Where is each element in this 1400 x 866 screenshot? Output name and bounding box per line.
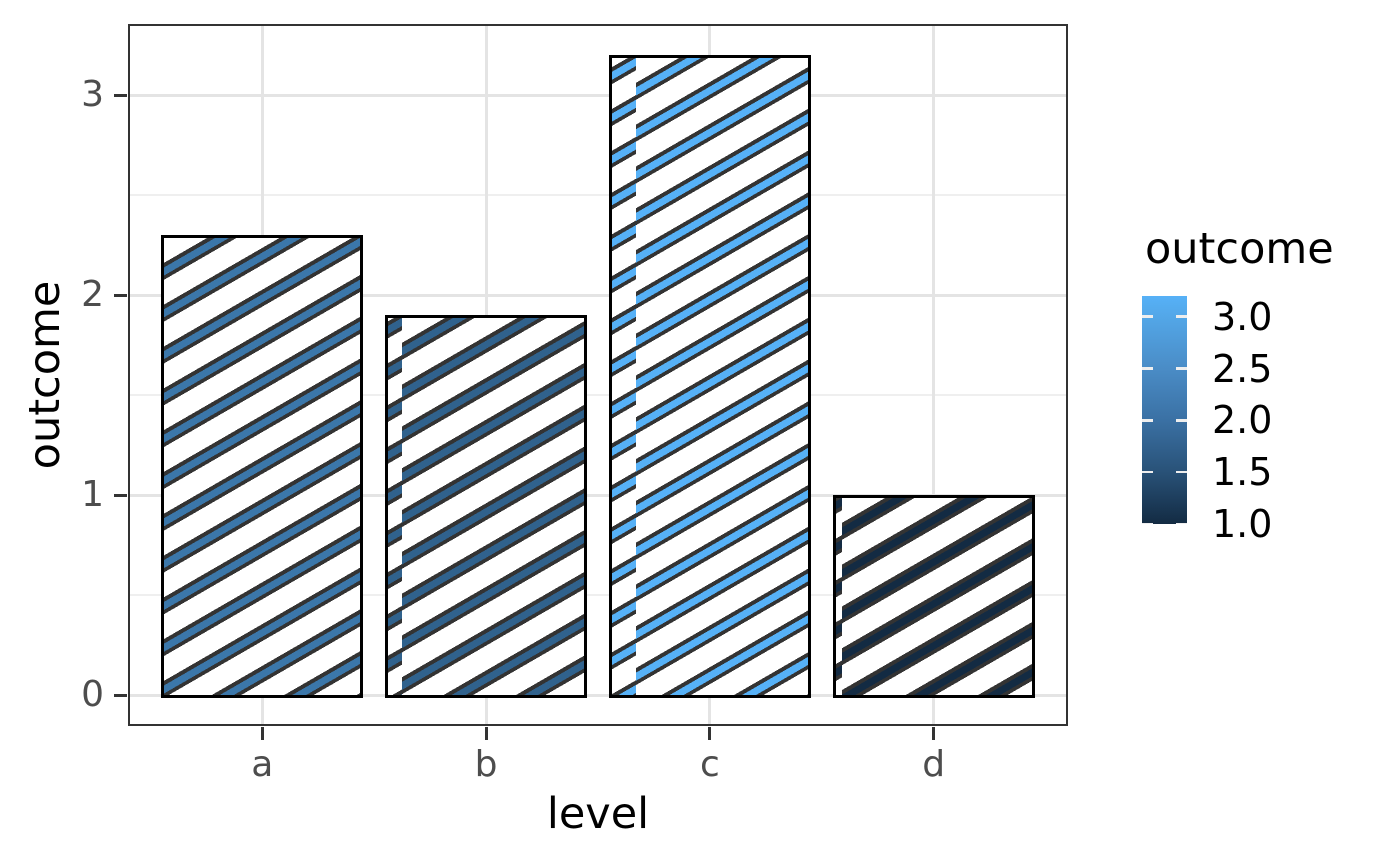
legend-tick-label: 3.0 xyxy=(1212,294,1273,339)
x-tick-mark xyxy=(260,727,264,740)
bar-b xyxy=(385,315,588,698)
colorbar-tick-right xyxy=(1176,522,1187,524)
x-tick-label: a xyxy=(251,744,274,785)
colorbar-tick-right xyxy=(1176,367,1187,370)
x-axis-title: level xyxy=(546,789,650,839)
colorbar-tick-left xyxy=(1142,522,1153,524)
x-tick-label: c xyxy=(699,744,720,785)
x-tick-label: b xyxy=(474,744,498,785)
bar-d xyxy=(832,495,1035,698)
legend-tick-label: 2.5 xyxy=(1212,346,1273,391)
gridline-major-vertical xyxy=(932,24,936,726)
colorbar-tick-right xyxy=(1176,419,1187,422)
gridline-major-horizontal xyxy=(128,693,1068,697)
x-tick-label: d xyxy=(922,744,946,785)
colorbar-tick-left xyxy=(1142,315,1153,319)
colorbar-tick-left xyxy=(1142,470,1153,474)
gridline-minor-horizontal xyxy=(128,594,1068,596)
colorbar-tick-left xyxy=(1142,419,1153,422)
legend-tick-label: 1.0 xyxy=(1212,502,1273,546)
y-tick-label: 2 xyxy=(81,274,104,315)
legend-tick-label: 1.5 xyxy=(1212,450,1273,495)
x-tick-mark xyxy=(932,727,936,740)
y-tick-mark xyxy=(114,693,127,697)
bar-a xyxy=(161,235,364,698)
y-tick-mark xyxy=(114,293,127,297)
gridline-minor-horizontal xyxy=(128,194,1068,196)
legend-colorbar xyxy=(1142,296,1187,524)
legend-tick-label: 2.0 xyxy=(1212,398,1273,443)
gridline-major-horizontal xyxy=(128,93,1068,97)
colorbar-tick-right xyxy=(1176,470,1187,474)
y-tick-mark xyxy=(114,493,127,497)
gridline-major-horizontal xyxy=(128,493,1068,497)
y-tick-label: 3 xyxy=(81,74,104,115)
gridline-major-horizontal xyxy=(128,293,1068,297)
y-tick-label: 0 xyxy=(81,674,104,715)
x-tick-mark xyxy=(484,727,488,740)
x-tick-mark xyxy=(708,727,712,740)
gridline-minor-horizontal xyxy=(128,394,1068,396)
y-tick-label: 1 xyxy=(81,474,104,515)
plot-panel xyxy=(128,24,1068,726)
legend-title: outcome xyxy=(1145,224,1334,274)
bar-c xyxy=(608,55,811,698)
colorbar-tick-right xyxy=(1176,315,1187,319)
y-tick-mark xyxy=(114,93,127,97)
colorbar-tick-left xyxy=(1142,367,1153,370)
